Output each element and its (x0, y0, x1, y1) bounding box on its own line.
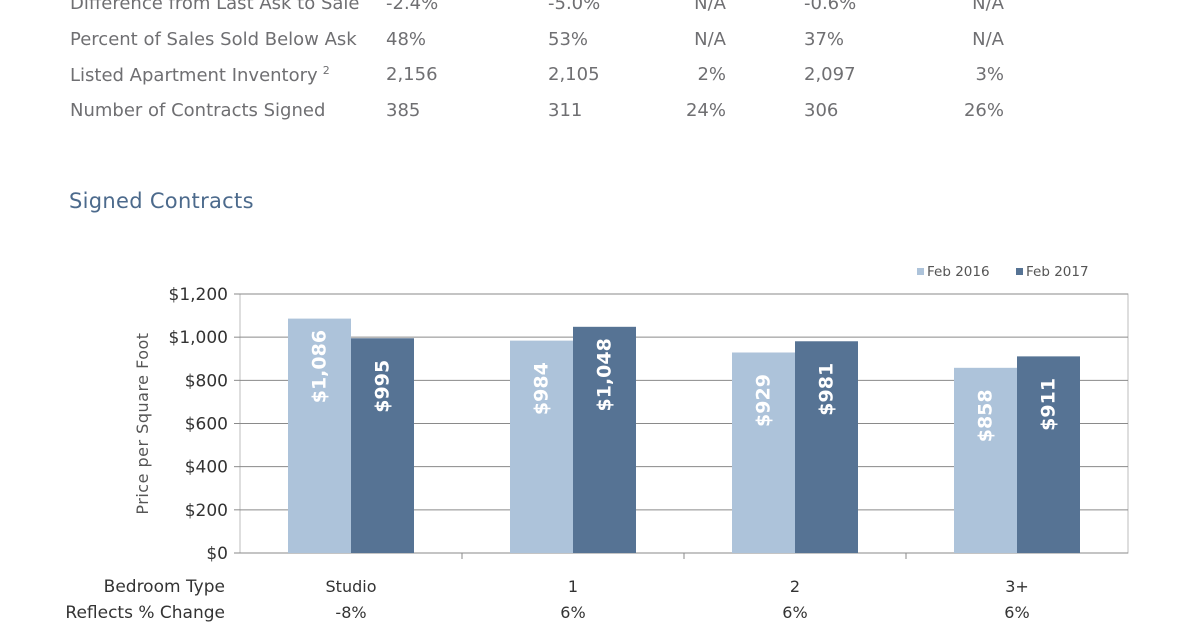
stats-value-text: 48% (386, 28, 427, 50)
stats-value-text: -2.4% (386, 0, 439, 15)
x-category-label: Studio (326, 577, 377, 596)
bar-value-label: $984 (531, 362, 553, 415)
stats-value: 2,097 (804, 57, 944, 93)
y-tick-label: $600 (185, 415, 228, 435)
percent-change-label: 6% (560, 603, 585, 622)
bar-value-label: $1,048 (594, 338, 616, 411)
y-tick-label: $400 (185, 458, 228, 478)
stats-change: 26% (944, 93, 1004, 129)
y-tick-label: $1,000 (169, 328, 228, 348)
stats-value: -5.0% (548, 0, 678, 22)
bar (573, 326, 636, 553)
bar (795, 341, 858, 553)
bar (510, 340, 573, 553)
stats-value-text: 2,156 (386, 64, 438, 86)
stats-value-text: 2,105 (548, 64, 600, 86)
y-axis-title: Price per Square Foot (133, 332, 152, 514)
stats-label: Difference from Last Ask to Sale (70, 0, 386, 22)
stats-value-text: 385 (386, 99, 421, 121)
x-category-label: 3+ (1005, 577, 1029, 596)
x-category-label: 2 (790, 577, 800, 596)
stats-value-text: 311 (548, 99, 583, 121)
stats-value: -0.6% (804, 0, 944, 22)
stats-value: 385 (386, 93, 548, 129)
stats-value: 37% (804, 22, 944, 58)
bar (954, 367, 1017, 553)
stats-change-text: N/A (694, 28, 726, 50)
stats-change-text: 26% (963, 99, 1004, 121)
stats-value-text: 306 (804, 99, 839, 121)
stats-label: Number of Contracts Signed (70, 93, 386, 129)
stats-change: N/A (944, 22, 1004, 58)
stats-value: -2.4% (386, 0, 548, 22)
stats-label: Listed Apartment Inventory 2 (70, 57, 386, 93)
stats-change-text: N/A (972, 0, 1004, 15)
bar (288, 318, 351, 553)
bottom-row-label: Bedroom Type (104, 577, 225, 597)
stats-row: Number of Contracts Signed 385 311 24% 306 26… (70, 93, 1004, 129)
stats-change: 2% (678, 57, 726, 93)
y-tick-label: $1,200 (169, 285, 228, 305)
stats-change: N/A (944, 0, 1004, 22)
x-category-label: 1 (568, 577, 578, 596)
stats-spacer (726, 93, 804, 129)
stats-value-text: 2,097 (804, 64, 856, 86)
bar-value-label: $1,086 (309, 330, 331, 403)
y-tick-label: $200 (185, 501, 228, 521)
stats-row: Listed Apartment Inventory 2 2,156 2,105 2% 2… (70, 57, 1004, 93)
stats-label-text: Listed Apartment Inventory (70, 64, 318, 86)
bar-value-label: $858 (975, 389, 997, 442)
stats-change-text: N/A (694, 0, 726, 15)
stats-change-text: 3% (975, 64, 1004, 86)
stats-value: 2,156 (386, 57, 548, 93)
section-title: Signed Contracts (69, 189, 254, 213)
percent-change-label: -8% (335, 603, 366, 622)
stats-change-text: N/A (972, 28, 1004, 50)
footnote-marker: 2 (322, 63, 330, 77)
stats-label-text: Percent of Sales Sold Below Ask (70, 28, 357, 50)
stats-value: 53% (548, 22, 678, 58)
stats-value: 306 (804, 93, 944, 129)
percent-change-label: 6% (782, 603, 807, 622)
stats-change-text: 2% (697, 64, 726, 86)
y-tick-label: $0 (206, 544, 228, 564)
stats-value: 311 (548, 93, 678, 129)
stats-value-text: -5.0% (548, 0, 601, 15)
legend-label: Feb 2017 (1026, 264, 1089, 280)
stats-change: 3% (944, 57, 1004, 93)
y-tick-label: $800 (185, 371, 228, 391)
stats-row: Percent of Sales Sold Below Ask 48% 53% N/A… (70, 22, 1004, 58)
stats-spacer (726, 0, 804, 22)
stats-label: Percent of Sales Sold Below Ask (70, 22, 386, 58)
signed-contracts-chart: $0 $200 $400 $600 $800 $1,000 $1,200 Price per … (65, 264, 1129, 623)
bar (1017, 356, 1080, 553)
stats-row: Difference from Last Ask to Sale -2.4% -5.… (70, 0, 1004, 22)
stats-value: 2,105 (548, 57, 678, 93)
bar (351, 338, 414, 553)
stats-change: N/A (678, 22, 726, 58)
stats-table: Difference from Last Ask to Sale -2.4% -5.… (70, 0, 1004, 128)
stats-change-text: 24% (685, 99, 726, 121)
bar-value-label: $995 (372, 360, 394, 413)
bar-value-label: $929 (753, 374, 775, 427)
stats-label-text: Difference from Last Ask to Sale (70, 0, 360, 15)
stats-spacer (726, 22, 804, 58)
stats-change: 24% (678, 93, 726, 129)
bar (732, 352, 795, 553)
stats-value-text: 53% (548, 28, 589, 50)
bottom-row-label: Reflects % Change (65, 603, 225, 623)
bar-value-label: $911 (1038, 378, 1060, 431)
stats-spacer (726, 57, 804, 93)
stats-value-text: 37% (804, 28, 845, 50)
percent-change-label: 6% (1004, 603, 1029, 622)
legend-swatch (917, 268, 924, 275)
stats-label-text: Number of Contracts Signed (70, 99, 326, 121)
stats-value: 48% (386, 22, 548, 58)
stats-value-text: -0.6% (804, 0, 857, 15)
stats-change: N/A (678, 0, 726, 22)
legend-swatch (1016, 268, 1023, 275)
legend-label: Feb 2016 (927, 264, 990, 280)
bar-value-label: $981 (816, 363, 838, 416)
